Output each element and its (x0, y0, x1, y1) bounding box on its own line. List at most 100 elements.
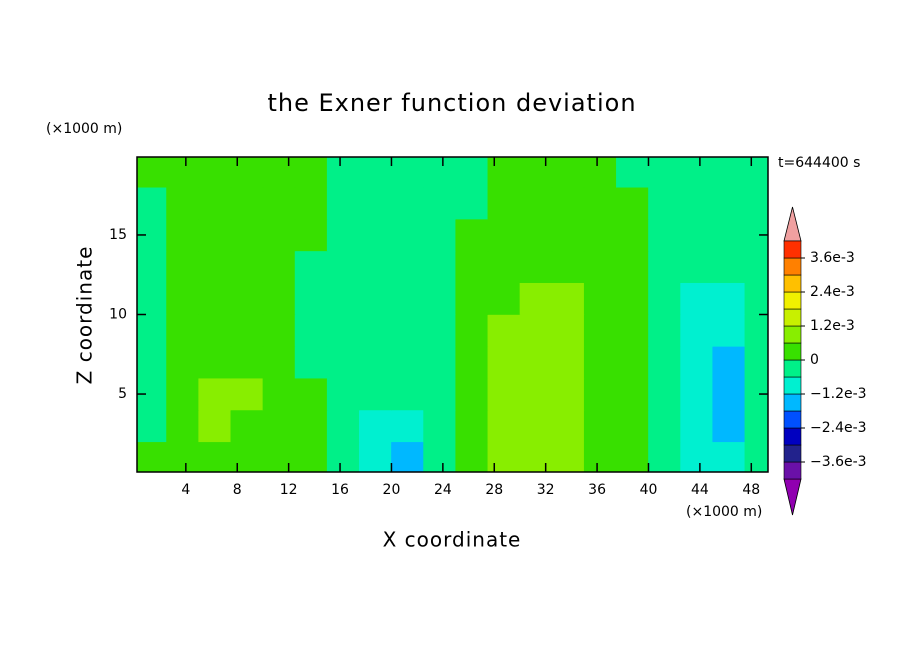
contour-cell (391, 314, 424, 347)
contour-cell (137, 346, 167, 379)
contour-cell (583, 157, 617, 188)
contour-cell (423, 157, 457, 188)
contour-cell (551, 282, 585, 315)
colorbar-box (783, 257, 802, 276)
colorbar-over (783, 206, 802, 242)
contour-cell (262, 250, 296, 283)
x-tick-label: 48 (742, 482, 760, 498)
contour-cell (744, 282, 768, 315)
contour-cell (519, 157, 553, 188)
contour-cell (519, 282, 553, 315)
contour-cell (326, 377, 360, 411)
contour-cell (616, 186, 649, 220)
contour-cell (455, 282, 489, 315)
contour-cell (230, 314, 264, 347)
contour-cell (712, 186, 746, 220)
contour-cell (551, 314, 585, 347)
contour-cell (262, 218, 296, 252)
contour-cell (680, 314, 714, 347)
contour-cell (487, 186, 521, 220)
y-tick-label: 5 (118, 386, 127, 402)
contour-cell (294, 377, 328, 411)
contour-cell (230, 346, 264, 379)
contour-cell (583, 409, 617, 443)
contour-cell (230, 218, 264, 252)
chart-title: the Exner function deviation (267, 89, 636, 117)
contour-cell (616, 250, 649, 283)
contour-cell (198, 314, 232, 347)
contour-cell (616, 157, 649, 188)
x-tick-label: 4 (181, 482, 190, 498)
contour-cell (551, 157, 585, 188)
contour-cell (137, 409, 167, 443)
x-tick-label: 44 (691, 482, 709, 498)
contour-cell (648, 377, 681, 411)
contour-cell (519, 377, 553, 411)
contour-cell (166, 346, 199, 379)
contour-cell (294, 314, 328, 347)
contour-cell (519, 186, 553, 220)
contour-cell (744, 441, 768, 472)
colorbar-tick-label: 3.6e-3 (810, 250, 855, 266)
contour-cell (551, 377, 585, 411)
contour-cell (648, 409, 681, 443)
contour-cell (262, 186, 296, 220)
contour-cell (487, 218, 521, 252)
colorbar-box (783, 444, 802, 463)
contour-cell (487, 441, 521, 472)
contour-cell (616, 377, 649, 411)
contour-cell (391, 282, 424, 315)
x-unit: (×1000 m) (686, 504, 762, 520)
colorbar-tick-label: 0 (810, 352, 819, 368)
y-axis-label: Z coordinate (73, 246, 97, 385)
contour-cell (326, 314, 360, 347)
colorbar-tick-label: −3.6e-3 (810, 454, 867, 470)
contour-cell (680, 157, 714, 188)
contour-cell (616, 409, 649, 443)
contour-cell (519, 346, 553, 379)
colorbar-box (783, 410, 802, 429)
contour-cell (230, 282, 264, 315)
contour-cell (487, 346, 521, 379)
contour-cell (712, 409, 746, 443)
contour-cell (262, 282, 296, 315)
contour-cell (198, 186, 232, 220)
contour-cell (455, 218, 489, 252)
contour-cell (198, 441, 232, 472)
contour-cell (712, 346, 746, 379)
contour-cell (137, 314, 167, 347)
contour-cell (744, 409, 768, 443)
colorbar-box (783, 240, 802, 259)
contour-cell (326, 250, 360, 283)
contour-cell (487, 157, 521, 188)
contour-cell (391, 218, 424, 252)
colorbar-box (783, 291, 802, 310)
contour-cell (423, 186, 457, 220)
contour-cell (137, 441, 167, 472)
contour-cell (712, 218, 746, 252)
contour-cell (137, 250, 167, 283)
contour-cell (359, 346, 392, 379)
contour-cell (359, 218, 392, 252)
contour-cell (166, 377, 199, 411)
contour-cell (680, 441, 714, 472)
contour-cell (744, 346, 768, 379)
contour-cell (583, 282, 617, 315)
contour-cell (262, 377, 296, 411)
contour-cell (359, 409, 392, 443)
contour-cell (359, 157, 392, 188)
contour-cell (423, 314, 457, 347)
contour-cell (294, 186, 328, 220)
y-unit: (×1000 m) (46, 121, 122, 137)
contour-cell (198, 346, 232, 379)
contour-cell (744, 186, 768, 220)
colorbar-tick-label: 1.2e-3 (810, 318, 855, 334)
contour-cell (551, 409, 585, 443)
contour-cell (262, 314, 296, 347)
colorbar-box (783, 427, 802, 446)
contour-cell (166, 282, 199, 315)
contour-cell (455, 346, 489, 379)
contour-cell (230, 157, 264, 188)
contour-cell (262, 157, 296, 188)
contour-cell (294, 441, 328, 472)
